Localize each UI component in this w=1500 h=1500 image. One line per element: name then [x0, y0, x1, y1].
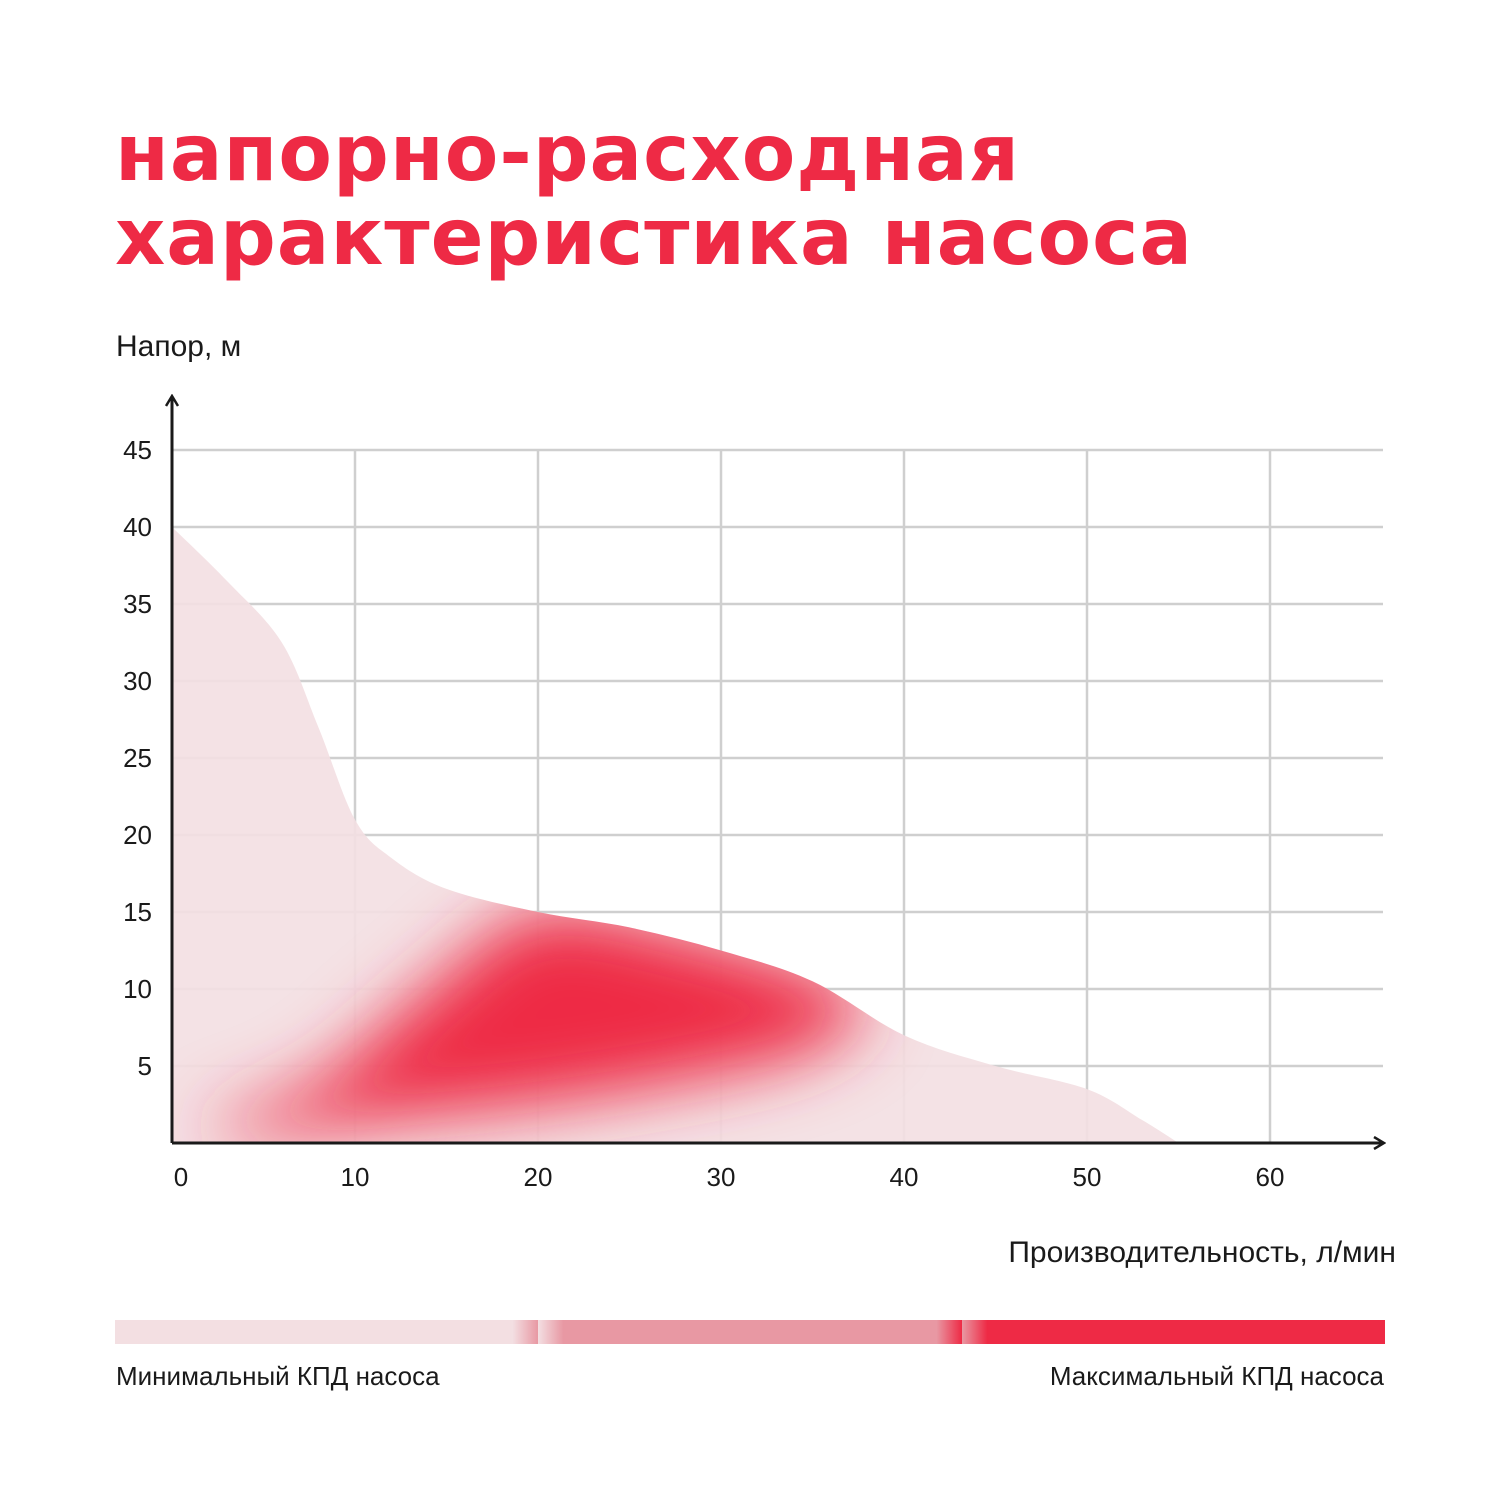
y-tick-label: 20 — [123, 820, 152, 850]
legend-segment-min — [115, 1320, 539, 1344]
tick-labels: 5 10 15 20 25 30 35 40 45 0 10 20 30 40 50 60 — [123, 435, 1284, 1192]
y-tick-label: 40 — [123, 512, 152, 542]
x-tick-label: 0 — [174, 1162, 188, 1192]
x-tick-label: 30 — [707, 1162, 736, 1192]
page-title: напорно-расходная характеристика насоса — [115, 112, 1193, 280]
head-curve-area — [172, 527, 1179, 1143]
y-tick-label: 35 — [123, 589, 152, 619]
title-line-2: характеристика насоса — [115, 193, 1193, 283]
efficiency-legend-bar — [115, 1320, 1385, 1344]
plot-area — [172, 527, 1179, 1143]
legend-segment-mid — [538, 1320, 962, 1344]
x-tick-label: 50 — [1073, 1162, 1102, 1192]
title-line-1: напорно-расходная — [115, 109, 1020, 199]
x-axis-title: Производительность, л/мин — [1008, 1236, 1396, 1269]
y-tick-label: 10 — [123, 974, 152, 1004]
y-tick-label: 5 — [138, 1051, 152, 1081]
x-tick-label: 10 — [341, 1162, 370, 1192]
x-tick-label: 60 — [1256, 1162, 1285, 1192]
y-tick-label: 30 — [123, 666, 152, 696]
axes — [172, 396, 1384, 1143]
y-tick-label: 25 — [123, 743, 152, 773]
x-tick-label: 20 — [524, 1162, 553, 1192]
efficiency-zone — [207, 909, 868, 1136]
legend-max-label: Максимальный КПД насоса — [1049, 1361, 1384, 1391]
y-axis-title: Напор, м — [116, 330, 242, 363]
legend-segment-max — [961, 1320, 1385, 1344]
y-tick-label: 45 — [123, 435, 152, 465]
y-tick-label: 15 — [123, 897, 152, 927]
x-tick-label: 40 — [890, 1162, 919, 1192]
legend-min-label: Минимальный КПД насоса — [116, 1361, 440, 1391]
